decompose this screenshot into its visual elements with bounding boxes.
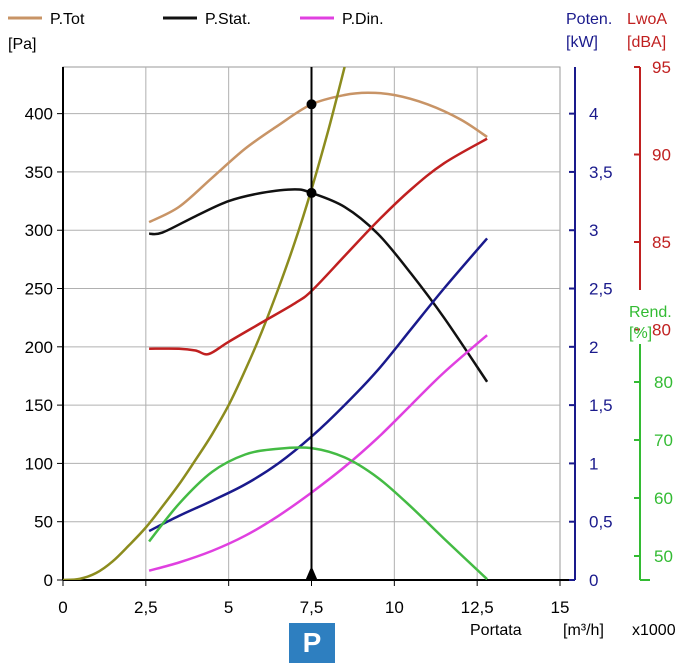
y-tick-label: 50 [34,513,53,532]
axis-titles: [Pa] Poten. [kW] LwoA [dBA] Rend. [%] Portata [m… [8,11,676,639]
x-tick-label: 15 [551,598,570,617]
y-tick-label: 200 [25,338,53,357]
noise-tick-label: 90 [652,146,671,165]
x-axis-multiplier: x1000 [632,622,676,639]
x-tick-label: 12,5 [461,598,494,617]
x-tick-label: 10 [385,598,404,617]
series-line-curve-6 [148,446,488,580]
noise-tick-label: 80 [652,321,671,340]
power-tick-label: 2 [589,338,598,357]
legend-label: P.Stat. [205,11,251,28]
series-line-curve-5 [149,137,488,356]
curves [63,67,489,580]
x-axis-title: Portata [470,622,522,639]
x-tick-label: 2,5 [134,598,158,617]
efficiency-tick-label: 80 [654,373,673,392]
efficiency-axis-title: Rend. [629,304,672,321]
y-tick-label: 250 [25,280,53,299]
operating-point [305,67,318,580]
x-axis-unit: [m³/h] [563,622,604,639]
noise-tick-label: 85 [652,233,671,252]
axes: 0 2,5 5 7,5 10 12,5 15050100150200250300350400… [25,58,673,617]
power-axis-title: Poten. [566,11,612,28]
efficiency-tick-label: 50 [654,547,673,566]
y-tick-label: 150 [25,396,53,415]
power-tick-label: 4 [589,105,598,124]
operating-point-marker [306,187,317,198]
efficiency-tick-label: 60 [654,489,673,508]
y-tick-label: 300 [25,221,53,240]
noise-axis-unit: [dBA] [627,34,666,51]
y-tick-label: 0 [44,571,53,590]
x-tick-label: 0 [58,598,67,617]
power-tick-label: 2,5 [589,280,613,299]
operating-point-badge: P [289,623,335,663]
noise-axis-title: LwoA [627,11,667,28]
noise-tick-label: 95 [652,58,671,77]
operating-point-arrow [305,566,318,580]
y-tick-label: 350 [25,163,53,182]
y-tick-label: 100 [25,454,53,473]
power-tick-label: 3,5 [589,163,613,182]
legend-label: P.Tot [50,11,85,28]
efficiency-axis-unit: [%] [629,325,652,342]
power-tick-label: 3 [589,221,598,240]
operating-point-marker [306,99,317,110]
power-tick-label: 1 [589,454,598,473]
series-line-p-stat [148,188,489,383]
x-tick-label: 7,5 [300,598,324,617]
y-tick-label: 400 [25,105,53,124]
power-tick-label: 1,5 [589,396,613,415]
efficiency-tick-label: 70 [654,431,673,450]
pressure-unit: [Pa] [8,36,36,53]
x-tick-label: 5 [224,598,233,617]
legend-label: P.Din. [342,11,384,28]
legend: P.Tot P.Stat. P.Din. [8,11,384,28]
power-axis-unit: [kW] [566,34,598,51]
series-line-curve-3 [63,67,346,580]
power-tick-label: 0 [589,571,598,590]
series-line-p-tot [148,91,488,224]
power-tick-label: 0,5 [589,513,613,532]
